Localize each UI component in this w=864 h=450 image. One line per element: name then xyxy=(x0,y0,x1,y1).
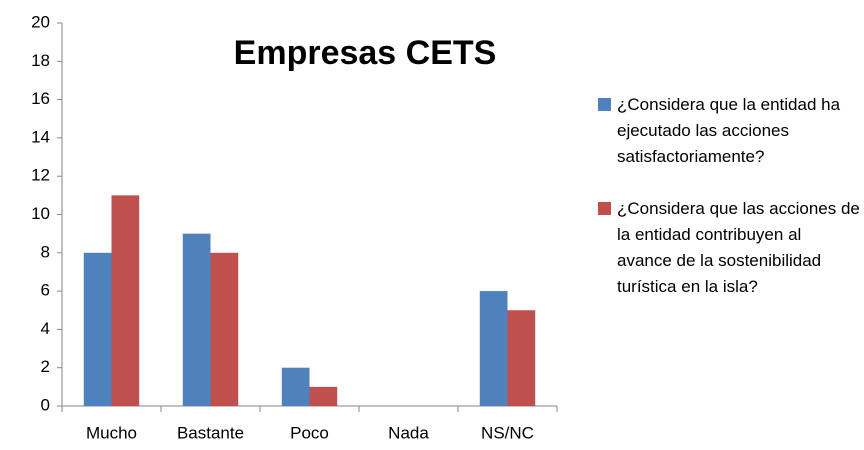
y-tick-label: 4 xyxy=(41,319,50,338)
y-tick-label: 18 xyxy=(31,51,50,70)
chart-title: Empresas CETS xyxy=(234,34,497,72)
x-tick-label: Nada xyxy=(388,423,429,442)
y-tick-label: 16 xyxy=(31,89,50,108)
y-tick-label: 20 xyxy=(31,12,50,31)
bar xyxy=(83,252,112,406)
y-tick-label: 14 xyxy=(31,127,50,146)
y-tick-label: 6 xyxy=(41,281,50,300)
bar xyxy=(479,291,508,406)
y-tick-label: 0 xyxy=(41,395,50,414)
x-tick-label: Bastante xyxy=(177,423,244,442)
bar xyxy=(309,386,338,406)
legend-swatch xyxy=(598,202,611,215)
legend-label: ¿Considera que la entidad ha ejecutado l… xyxy=(617,95,841,166)
y-tick-label: 10 xyxy=(31,204,50,223)
legend-entry: ¿Considera que la entidad ha ejecutado l… xyxy=(598,92,860,170)
legend-swatch xyxy=(598,98,611,111)
bar xyxy=(182,233,211,406)
legend-entry: ¿Considera que las acciones de la entida… xyxy=(598,196,860,300)
bar xyxy=(210,252,239,406)
x-tick-label: Poco xyxy=(290,423,329,442)
x-tick-label: Mucho xyxy=(86,423,137,442)
bar xyxy=(111,195,140,406)
x-tick-label: NS/NC xyxy=(481,423,534,442)
bar xyxy=(507,310,536,406)
y-tick-label: 8 xyxy=(41,242,50,261)
legend: ¿Considera que la entidad ha ejecutado l… xyxy=(598,92,860,326)
bar xyxy=(281,367,310,406)
y-tick-label: 12 xyxy=(31,166,50,185)
legend-label: ¿Considera que las acciones de la entida… xyxy=(617,199,860,296)
y-tick-label: 2 xyxy=(41,357,50,376)
